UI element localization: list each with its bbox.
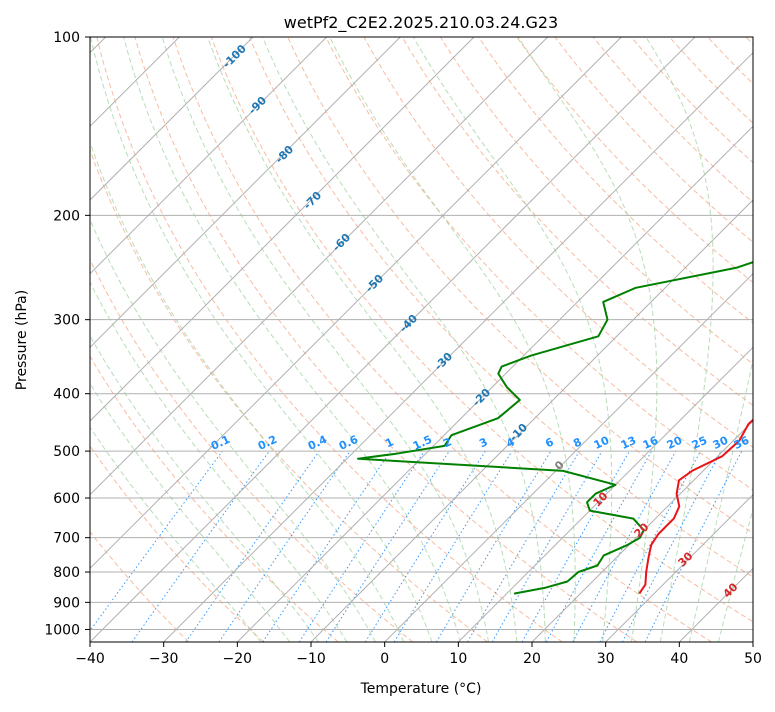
y-axis-label: Pressure (hPa) [14, 290, 30, 390]
y-tick-label-0: 100 [53, 30, 80, 46]
y-tick-label-6: 700 [53, 531, 80, 547]
x-tick-label-2: −20 [223, 651, 253, 667]
x-tick-label-3: −10 [296, 651, 326, 667]
y-tick-label-5: 600 [53, 491, 80, 507]
x-axis-label: Temperature (°C) [360, 681, 482, 697]
x-tick-label-9: 50 [744, 651, 762, 667]
x-tick-label-0: −40 [75, 651, 105, 667]
x-tick-label-4: 0 [380, 651, 389, 667]
x-tick-label-5: 10 [449, 651, 467, 667]
y-tick-label-3: 400 [53, 387, 80, 403]
y-tick-label-8: 900 [53, 595, 80, 611]
y-tick-label-9: 1000 [44, 622, 80, 638]
x-tick-label-1: −30 [149, 651, 179, 667]
x-tick-label-6: 20 [523, 651, 541, 667]
x-tick-label-7: 30 [597, 651, 615, 667]
y-tick-label-7: 800 [53, 565, 80, 581]
y-tick-label-1: 200 [53, 208, 80, 224]
x-tick-label-8: 40 [670, 651, 688, 667]
y-tick-label-2: 300 [53, 313, 80, 329]
chart-title: wetPf2_C2E2.2025.210.03.24.G23 [284, 13, 558, 33]
y-tick-label-4: 500 [53, 444, 80, 460]
